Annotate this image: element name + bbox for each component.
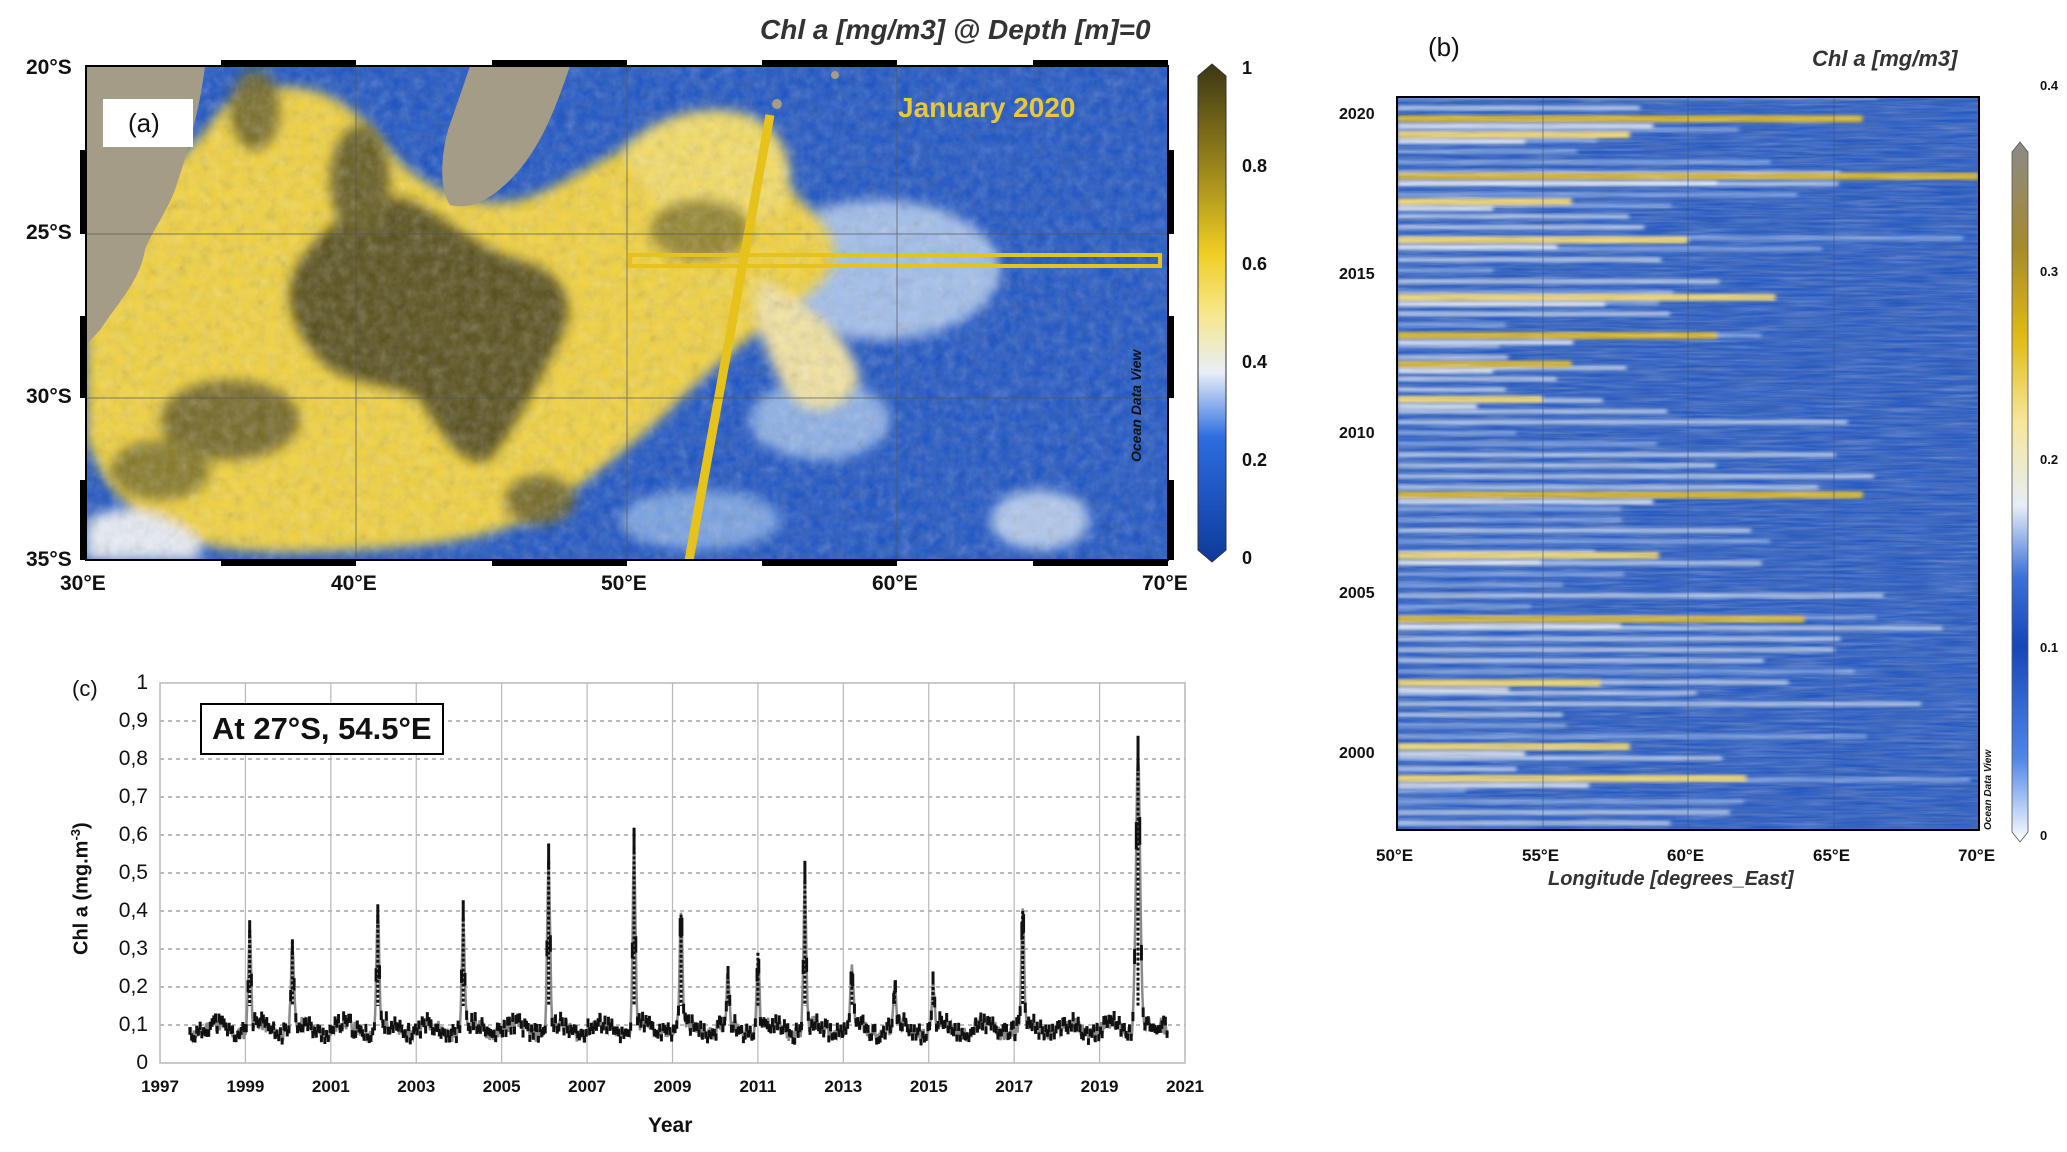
panel-c-x-tick: 1999 (226, 1077, 265, 1096)
panel-a-map-field (86, 66, 1168, 560)
panel-b-cbar-tick: 0 (2040, 828, 2048, 843)
panel-b-colorbar (2011, 141, 2029, 843)
panel-b-cbar-tick: 0.2 (2040, 452, 2059, 467)
panel-b-y-tick: 2020 (1339, 106, 1375, 123)
panel-c-y-tick: 0,9 (118, 709, 148, 732)
panel-a-title: Chl a [mg/m3] @ Depth [m]=0 (760, 14, 1151, 45)
panel-a-lat-tick: 35°S (26, 548, 72, 571)
panel-a-cbar-tick: 0.2 (1242, 450, 1268, 470)
panel-a-lat-tick: 20°S (26, 56, 72, 79)
section-box-zonal (628, 253, 1162, 268)
panel-b-hovmoller (1396, 96, 2029, 843)
madagascar-land (442, 66, 570, 207)
panel-a-lat-tick: 30°S (26, 385, 72, 408)
panel-a-cbar-tick: 0.8 (1242, 156, 1268, 176)
panel-c-y-tick: 0 (136, 1051, 148, 1074)
panel-a-cbar-tick: 0.6 (1242, 254, 1268, 274)
panel-a-label-box (103, 99, 193, 147)
panel-a-watermark: Ocean Data View (1128, 349, 1144, 462)
panel-b-xlabel: Longitude [degrees_East] (1548, 868, 1794, 890)
panel-c-xlabel: Year (648, 1114, 693, 1137)
panel-c-label: (c) (72, 676, 98, 701)
panel-c-x-tick: 2013 (824, 1077, 863, 1096)
panel-c-ylabel: Chl a (mg.m-3) (68, 822, 94, 955)
panel-b-label: (b) (1428, 32, 1460, 62)
panel-c-ylabel-end: ) (70, 822, 93, 829)
panel-c-y-tick: 0,7 (118, 785, 148, 808)
panel-c-annotation: At 27°S, 54.5°E (200, 703, 444, 755)
panel-c-x-tick: 2011 (739, 1077, 777, 1096)
panel-b-watermark: Ocean Data View (1983, 749, 1994, 830)
panel-a-lat-tick: 25°S (26, 221, 72, 244)
panel-a-lon-tick: 30°E (60, 572, 106, 595)
panel-c-y-tick: 0,3 (118, 937, 148, 960)
panel-c-x-tick: 2019 (1080, 1077, 1119, 1096)
panel-c-chart (159, 682, 1186, 1064)
panel-c-x-tick: 2007 (568, 1077, 606, 1096)
panel-c-y-tick: 0,6 (118, 823, 148, 846)
panel-c-x-tick: 2021 (1166, 1077, 1204, 1096)
panel-c-y-tick: 0,5 (118, 861, 148, 884)
panel-c-y-tick: 0,8 (118, 747, 148, 770)
panel-b-cbar-tick: 0.4 (2040, 78, 2059, 93)
panel-b-x-tick: 55°E (1522, 846, 1560, 865)
panel-c-ylabel-text: Chl a (mg.m (70, 840, 93, 955)
panel-a-lon-tick: 40°E (331, 572, 377, 595)
panel-a-cbar-tick: 0.4 (1242, 352, 1268, 372)
section-line-diagonal (684, 114, 775, 560)
panel-a-cbar-tick: 0 (1242, 548, 1253, 568)
panel-b-y-tick: 2010 (1339, 425, 1375, 442)
panel-a-lon-tick: 60°E (872, 572, 918, 595)
panel-c-ylabel-sup: -3 (68, 828, 83, 841)
panel-a-label: (a) (128, 108, 160, 138)
panel-c-x-tick: 2017 (995, 1077, 1034, 1096)
panel-b-cbar-tick: 0.3 (2040, 264, 2059, 279)
panel-a-map (80, 60, 1227, 566)
panel-b-x-tick: 60°E (1667, 846, 1705, 865)
panel-b-cbar-tick: 0.1 (2040, 640, 2059, 655)
panel-b-x-tick: 65°E (1813, 846, 1851, 865)
panel-c-y-tick: 0,2 (118, 975, 148, 998)
panel-b-y-tick: 2015 (1339, 266, 1375, 283)
panel-c-y-tick: 0,4 (118, 899, 148, 922)
panel-c-x-tick: 2015 (909, 1077, 948, 1096)
panel-a-lon-tick: 70°E (1142, 572, 1188, 595)
panel-a-lon-tick: 50°E (601, 572, 647, 595)
panel-c-x-tick: 2001 (311, 1077, 350, 1096)
panel-b-x-tick: 50°E (1376, 846, 1414, 865)
panel-b-y-tick: 2005 (1339, 585, 1375, 602)
panel-c-y-tick: 0,1 (118, 1013, 148, 1036)
panel-c-x-tick: 1997 (141, 1077, 179, 1096)
panel-a-colorbar (1197, 63, 1227, 563)
panel-a-annotation: January 2020 (898, 92, 1076, 123)
panel-c-x-tick: 2005 (482, 1077, 521, 1096)
panel-b-title: Chl a [mg/m3] (1812, 46, 1958, 71)
panel-c-x-tick: 2003 (397, 1077, 436, 1096)
panel-b-y-tick: 2000 (1339, 745, 1375, 762)
panel-c-y-tick: 1 (136, 671, 148, 694)
panel-a-cbar-tick: 1 (1242, 58, 1253, 78)
panel-c-x-tick: 2009 (653, 1077, 692, 1096)
panel-b-x-tick: 70°E (1958, 846, 1996, 865)
